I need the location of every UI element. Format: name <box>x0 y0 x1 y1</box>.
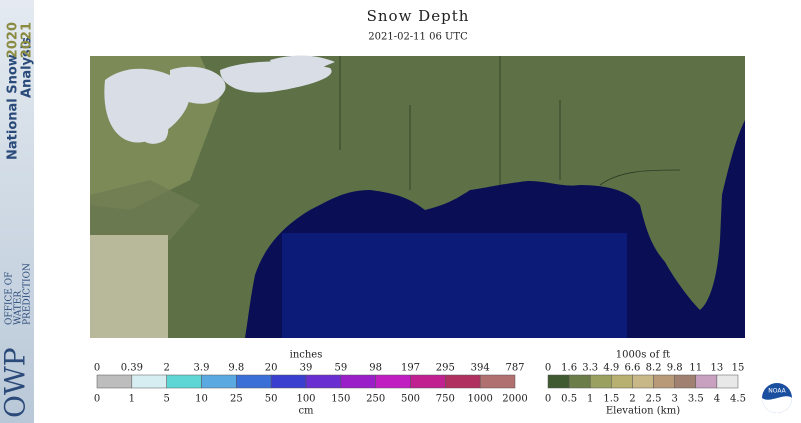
legend-swatch <box>270 374 307 389</box>
legend-top-label: 787 <box>505 363 524 374</box>
legend-bottom-label: 0.5 <box>561 394 577 405</box>
legend-bottom-label: 50 <box>265 394 278 405</box>
legend-swatch <box>716 374 739 389</box>
title: Snow Depth <box>367 7 470 25</box>
legend-bottom-label: 2.5 <box>646 394 662 405</box>
legend-bottom-label: 2000 <box>502 394 527 405</box>
legend-top-label: 0.39 <box>121 363 143 374</box>
legend-top-label: 11 <box>689 363 702 374</box>
legend-bottom-label: 5 <box>163 394 169 405</box>
legend-top-label: 13 <box>711 363 724 374</box>
legend-bottom-label: 250 <box>366 394 385 405</box>
legend-swatch <box>589 374 612 389</box>
legend-top-label: 9.8 <box>228 363 244 374</box>
year2: 2021 <box>20 22 35 58</box>
map <box>90 55 745 338</box>
legend-swatch <box>340 374 376 389</box>
legend-bottom-label: 0 <box>94 394 100 405</box>
legend-top-label: 20 <box>265 363 278 374</box>
legend-top-label: 6.6 <box>624 363 640 374</box>
legend-swatch <box>632 374 654 389</box>
legend-swatch <box>479 374 516 389</box>
legend-top-label: 9.8 <box>667 363 683 374</box>
legend-swatch <box>96 374 133 389</box>
legend-bottom-label: 4 <box>714 394 720 405</box>
elev-unit-top: 1000s of ft <box>616 350 670 361</box>
legend-top-label: 39 <box>300 363 313 374</box>
legend-bottom-label: 1.5 <box>603 394 619 405</box>
legend-bottom-label: 4.5 <box>730 394 746 405</box>
subtitle: 2021-02-11 06 UTC <box>368 32 468 43</box>
legend-top-label: 197 <box>401 363 420 374</box>
legend-swatch <box>568 374 591 389</box>
office-line: WATER <box>14 291 24 325</box>
legend-top-label: 8.2 <box>646 363 662 374</box>
snow-unit-bottom: cm <box>298 406 314 417</box>
legend-top-label: 0 <box>545 363 551 374</box>
legend-swatch <box>375 374 411 389</box>
legend-swatch <box>410 374 446 389</box>
legend-bottom-label: 0 <box>545 394 551 405</box>
legend-top-label: 3.3 <box>582 363 598 374</box>
office-line: PREDICTION <box>23 263 33 325</box>
elev-unit-bottom: Elevation (km) <box>606 406 680 417</box>
legend-swatch <box>166 374 202 389</box>
legend-swatch <box>547 374 570 389</box>
legend-bottom-label: 10 <box>195 394 208 405</box>
legend-swatch <box>674 374 697 389</box>
product-line2: Analysis <box>20 37 35 98</box>
legend-bottom-label: 500 <box>401 394 420 405</box>
year1: 2020 <box>6 22 21 58</box>
sidebar <box>0 0 34 423</box>
legend-swatch <box>695 374 718 389</box>
legend-bottom-label: 2 <box>629 394 635 405</box>
noaa-text: NOAA <box>768 388 786 395</box>
legend-bottom-label: 25 <box>230 394 243 405</box>
legend-swatch <box>305 374 342 389</box>
legend-top-label: 4.9 <box>603 363 619 374</box>
legend-bottom-label: 3.5 <box>688 394 704 405</box>
legend-swatch <box>236 374 272 389</box>
legend-top-label: 2 <box>163 363 169 374</box>
legend-bottom-label: 1 <box>587 394 593 405</box>
logo: OWP <box>0 347 32 418</box>
legend-swatch <box>653 374 675 389</box>
legend-top-label: 295 <box>436 363 455 374</box>
legend-bottom-label: 1000 <box>467 394 492 405</box>
legend-bottom-label: 750 <box>436 394 455 405</box>
legend-swatch <box>445 374 481 389</box>
legend-swatch <box>611 374 633 389</box>
legend-swatch <box>201 374 237 389</box>
snow-unit-top: inches <box>290 350 323 361</box>
product-line1: National Snow <box>6 54 21 160</box>
legend-top-label: 59 <box>334 363 347 374</box>
legend-top-label: 15 <box>732 363 745 374</box>
legend-swatch <box>131 374 167 389</box>
legend-top-label: 98 <box>369 363 382 374</box>
legend-top-label: 3.9 <box>194 363 210 374</box>
legend-bottom-label: 1 <box>129 394 135 405</box>
legend-bottom-label: 150 <box>331 394 350 405</box>
legend-top-label: 394 <box>471 363 490 374</box>
legend-bottom-label: 3 <box>671 394 677 405</box>
office-line: OFFICE OF <box>5 272 15 325</box>
legend-top-label: 1.6 <box>561 363 577 374</box>
legend-bottom-label: 100 <box>296 394 315 405</box>
legend-top-label: 0 <box>94 363 100 374</box>
